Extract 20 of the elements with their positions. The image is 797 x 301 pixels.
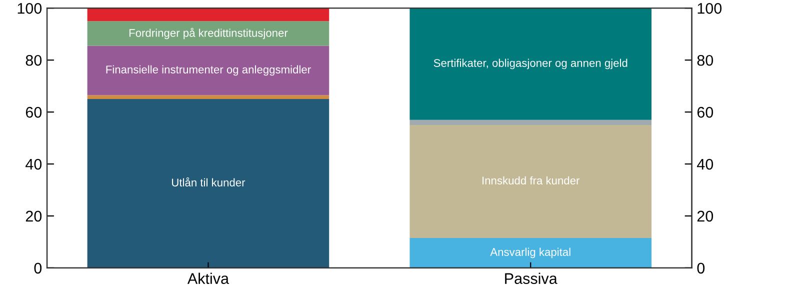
series-label: Finansielle instrumenter og anleggsmidler [106, 65, 311, 76]
x-tick-label: Passiva [505, 272, 558, 284]
series-label: Fordringer på kredittinstitusjoner [129, 28, 288, 40]
y2-tick-label: 40 [697, 158, 714, 170]
y-tick-label: 0 [34, 262, 42, 274]
series-label: Sertifikater, obligasjoner og annen gjeld [434, 58, 628, 70]
y-tick-label: 100 [18, 2, 42, 14]
y2-tick-label: 80 [697, 54, 714, 66]
series-label: Utlån til kunder [172, 177, 246, 186]
y-tick-label: 40 [26, 158, 42, 170]
y-tick-label: 20 [26, 210, 42, 222]
y2-tick-label: 60 [697, 106, 714, 118]
series-label: Innskudd fra kunder [482, 176, 580, 184]
y2-tick-label: 100 [698, 2, 722, 14]
y2-tick-label: 20 [697, 210, 714, 222]
series-label: Ansvarlig kapital [490, 248, 570, 258]
y-tick-label: 60 [26, 106, 42, 118]
y2-tick-label: 0 [697, 262, 705, 274]
x-tick-label: Aktiva [187, 272, 230, 284]
y-tick-label: 80 [26, 54, 42, 66]
